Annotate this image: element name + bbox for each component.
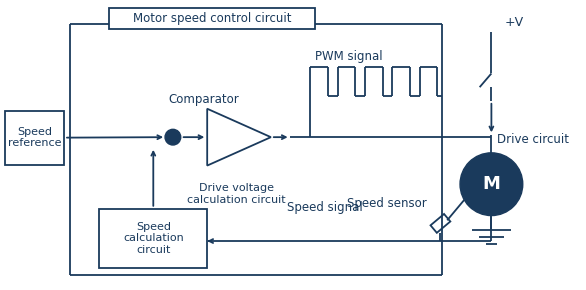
Text: PWM signal: PWM signal	[315, 50, 383, 63]
Circle shape	[460, 153, 523, 215]
Text: Comparator: Comparator	[168, 93, 239, 106]
Text: Speed sensor: Speed sensor	[347, 197, 427, 210]
Text: Speed signal: Speed signal	[287, 201, 363, 214]
Text: Motor speed control circuit: Motor speed control circuit	[133, 12, 291, 25]
Text: Speed
calculation
circuit: Speed calculation circuit	[123, 222, 183, 255]
Circle shape	[165, 129, 180, 145]
Text: M: M	[482, 175, 500, 193]
Text: +V: +V	[505, 16, 524, 29]
Text: Speed
reference: Speed reference	[8, 127, 62, 148]
Text: Drive circuit: Drive circuit	[498, 133, 569, 146]
Text: Drive voltage
calculation circuit: Drive voltage calculation circuit	[188, 183, 286, 205]
